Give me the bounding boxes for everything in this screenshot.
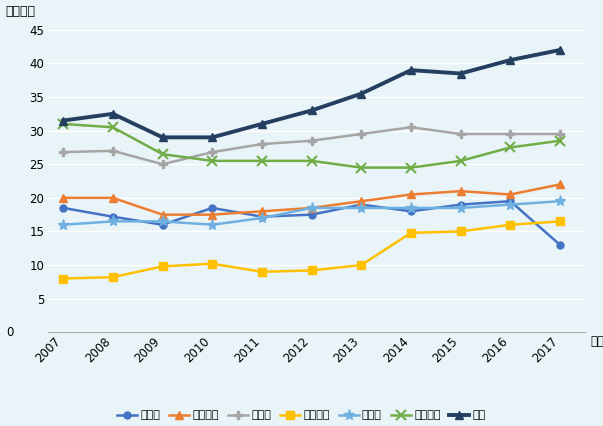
Line: スイス: スイス: [58, 196, 566, 230]
Text: （万人）: （万人）: [5, 5, 36, 18]
スイス: [507, 202, 514, 207]
日本: [408, 68, 415, 73]
Line: ドイツ: ドイツ: [59, 123, 564, 168]
オランダ: [209, 261, 216, 266]
カナダ: [308, 212, 315, 217]
オランダ: [408, 230, 415, 235]
Line: 日本: 日本: [59, 46, 564, 141]
オランダ: [258, 269, 265, 274]
日本: [457, 71, 464, 76]
ドイツ: [60, 150, 67, 155]
フランス: [258, 209, 265, 214]
カナダ: [457, 202, 464, 207]
オランダ: [557, 219, 564, 224]
フランス: [209, 212, 216, 217]
ドイツ: [457, 132, 464, 137]
イギリス: [507, 145, 514, 150]
日本: [507, 58, 514, 63]
イギリス: [60, 121, 67, 127]
フランス: [159, 212, 166, 217]
オランダ: [308, 268, 315, 273]
フランス: [60, 195, 67, 200]
日本: [209, 135, 216, 140]
日本: [308, 108, 315, 113]
イギリス: [557, 138, 564, 143]
スイス: [557, 199, 564, 204]
フランス: [557, 182, 564, 187]
ドイツ: [408, 125, 415, 130]
イギリス: [457, 158, 464, 164]
フランス: [507, 192, 514, 197]
Line: オランダ: オランダ: [59, 217, 564, 283]
ドイツ: [209, 150, 216, 155]
イギリス: [408, 165, 415, 170]
イギリス: [308, 158, 315, 164]
イギリス: [358, 165, 365, 170]
オランダ: [60, 276, 67, 281]
Line: イギリス: イギリス: [58, 119, 565, 173]
ドイツ: [109, 148, 116, 153]
スイス: [60, 222, 67, 227]
スイス: [308, 205, 315, 210]
日本: [557, 47, 564, 52]
イギリス: [258, 158, 265, 164]
Line: フランス: フランス: [59, 180, 564, 219]
オランダ: [109, 275, 116, 280]
ドイツ: [557, 132, 564, 137]
オランダ: [507, 222, 514, 227]
ドイツ: [308, 138, 315, 143]
フランス: [308, 205, 315, 210]
カナダ: [159, 222, 166, 227]
ドイツ: [258, 141, 265, 147]
イギリス: [159, 152, 166, 157]
スイス: [159, 219, 166, 224]
日本: [258, 121, 265, 127]
カナダ: [408, 209, 415, 214]
カナダ: [258, 214, 265, 219]
スイス: [457, 205, 464, 210]
スイス: [358, 205, 365, 210]
フランス: [408, 192, 415, 197]
カナダ: [109, 214, 116, 219]
カナダ: [60, 205, 67, 210]
オランダ: [358, 262, 365, 268]
日本: [159, 135, 166, 140]
日本: [358, 91, 365, 96]
フランス: [109, 195, 116, 200]
カナダ: [358, 202, 365, 207]
オランダ: [159, 264, 166, 269]
Text: （年）: （年）: [590, 335, 603, 348]
スイス: [109, 219, 116, 224]
Legend: カナダ, フランス, ドイツ, オランダ, スイス, イギリス, 日本: カナダ, フランス, ドイツ, オランダ, スイス, イギリス, 日本: [117, 410, 486, 420]
フランス: [358, 199, 365, 204]
カナダ: [209, 205, 216, 210]
フランス: [457, 189, 464, 194]
スイス: [258, 216, 265, 221]
Line: カナダ: カナダ: [60, 198, 564, 248]
カナダ: [557, 242, 564, 248]
スイス: [209, 222, 216, 227]
日本: [109, 111, 116, 116]
カナダ: [507, 199, 514, 204]
ドイツ: [507, 132, 514, 137]
日本: [60, 118, 67, 123]
イギリス: [109, 125, 116, 130]
イギリス: [209, 158, 216, 164]
ドイツ: [358, 132, 365, 137]
オランダ: [457, 229, 464, 234]
スイス: [408, 205, 415, 210]
ドイツ: [159, 162, 166, 167]
Text: 0: 0: [6, 326, 13, 339]
